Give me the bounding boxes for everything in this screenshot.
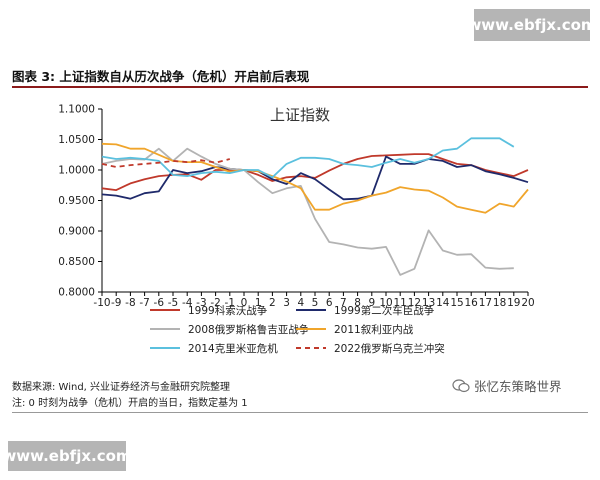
x-tick-label: 11	[394, 297, 407, 309]
x-tick-label: 17	[479, 297, 492, 309]
x-tick-label: -10	[93, 297, 110, 309]
series-line-2	[101, 155, 529, 201]
title-divider	[12, 86, 588, 88]
series-line-3	[101, 147, 514, 276]
footnote: 注: 0 时刻为战争（危机）开启的当日，指数定基为 1	[12, 398, 248, 409]
x-tick-label: 19	[507, 297, 520, 309]
wechat-icon	[452, 378, 470, 392]
y-tick-label: 0.9000	[58, 226, 95, 238]
legend-item-1: 1999科索沃战争	[150, 304, 268, 317]
watermark-top: www.ebfjx.com	[467, 9, 597, 41]
y-tick-label: 0.8500	[58, 256, 95, 268]
x-tick-label: -9	[111, 297, 121, 309]
legend-item-6: 2022俄罗斯乌克兰冲突	[296, 342, 445, 355]
legend-item-2: 1999第二次车臣战争	[296, 304, 435, 317]
x-tick-label: -3	[196, 297, 206, 309]
x-tick-label: 7	[340, 297, 347, 309]
x-tick-label: 16	[465, 297, 479, 309]
x-tick-label: -5	[168, 297, 178, 309]
x-tick-label: 20	[521, 297, 534, 309]
x-tick-label: -7	[139, 297, 149, 309]
x-tick-label: 4	[297, 297, 304, 309]
x-tick-label: 3	[283, 297, 290, 309]
x-tick-label: 9	[368, 297, 375, 309]
y-tick-label: 1.1000	[58, 104, 95, 116]
source-note: 数据来源: Wind, 兴业证券经济与金融研究院整理	[12, 382, 231, 393]
bottom-divider	[12, 412, 588, 413]
legend-item-5: 2014克里米亚危机	[150, 342, 278, 355]
y-tick-label: 1.0500	[58, 134, 95, 146]
chart-title: 上证指数	[270, 106, 330, 124]
x-tick-label: 8	[354, 297, 361, 309]
x-tick-label: -2	[210, 297, 220, 309]
legend-item-3: 2008俄罗斯格鲁吉亚战争	[150, 323, 310, 336]
x-tick-label: -6	[154, 297, 165, 309]
x-tick-label: 2	[269, 297, 276, 309]
series-line-1	[101, 153, 529, 191]
y-tick-label: 1.0000	[58, 165, 95, 177]
x-tick-label: 12	[408, 297, 421, 309]
x-tick-label: 10	[379, 297, 392, 309]
legend-item-4: 2011叙利亚内战	[296, 323, 414, 336]
x-tick-label: 5	[312, 297, 319, 309]
legend-label: 2011叙利亚内战	[334, 323, 414, 336]
brand-badge: 张忆东策略世界	[452, 376, 562, 395]
legend: 1999科索沃战争 1999第二次车臣战争 2008俄罗斯格鲁吉亚战争 2011叙利亚…	[150, 304, 445, 355]
brand-name: 张忆东策略世界	[474, 379, 562, 394]
legend-label: 2022俄罗斯乌克兰冲突	[334, 342, 445, 355]
x-tick-label: 14	[436, 297, 450, 309]
x-tick-label: -8	[125, 297, 135, 309]
x-tick-label: 1	[255, 297, 262, 309]
line-chart: 上证指数 0.8000 0.8500 0.9000 0.9500 1.0000 1.050…	[58, 104, 534, 356]
x-tick-label: 13	[422, 297, 435, 309]
x-tick-label: 18	[493, 297, 506, 309]
legend-label: 1999第二次车臣战争	[334, 304, 435, 317]
y-tick-label: 0.9500	[58, 195, 95, 207]
y-tick-label: 0.8000	[58, 287, 95, 299]
watermark-bottom: www.ebfjx.com	[2, 441, 132, 471]
series-line-4	[101, 142, 529, 214]
x-tick-label: -1	[225, 297, 235, 309]
series-layer	[101, 137, 529, 276]
legend-label: 2008俄罗斯格鲁吉亚战争	[188, 323, 310, 336]
x-tick-label: 15	[450, 297, 463, 309]
x-tick-label: 6	[326, 297, 333, 309]
legend-label: 1999科索沃战争	[188, 304, 268, 317]
axes: 0.8000 0.8500 0.9000 0.9500 1.0000 1.0500 1.10…	[58, 104, 534, 310]
legend-label: 2014克里米亚危机	[188, 342, 278, 355]
x-tick-label: 0	[241, 297, 248, 309]
x-tick-label: -4	[182, 297, 193, 309]
series-line-5	[101, 137, 515, 179]
figure-title: 图表 3: 上证指数自从历次战争（危机）开启前后表现	[12, 69, 310, 84]
series-line-6	[101, 158, 231, 168]
